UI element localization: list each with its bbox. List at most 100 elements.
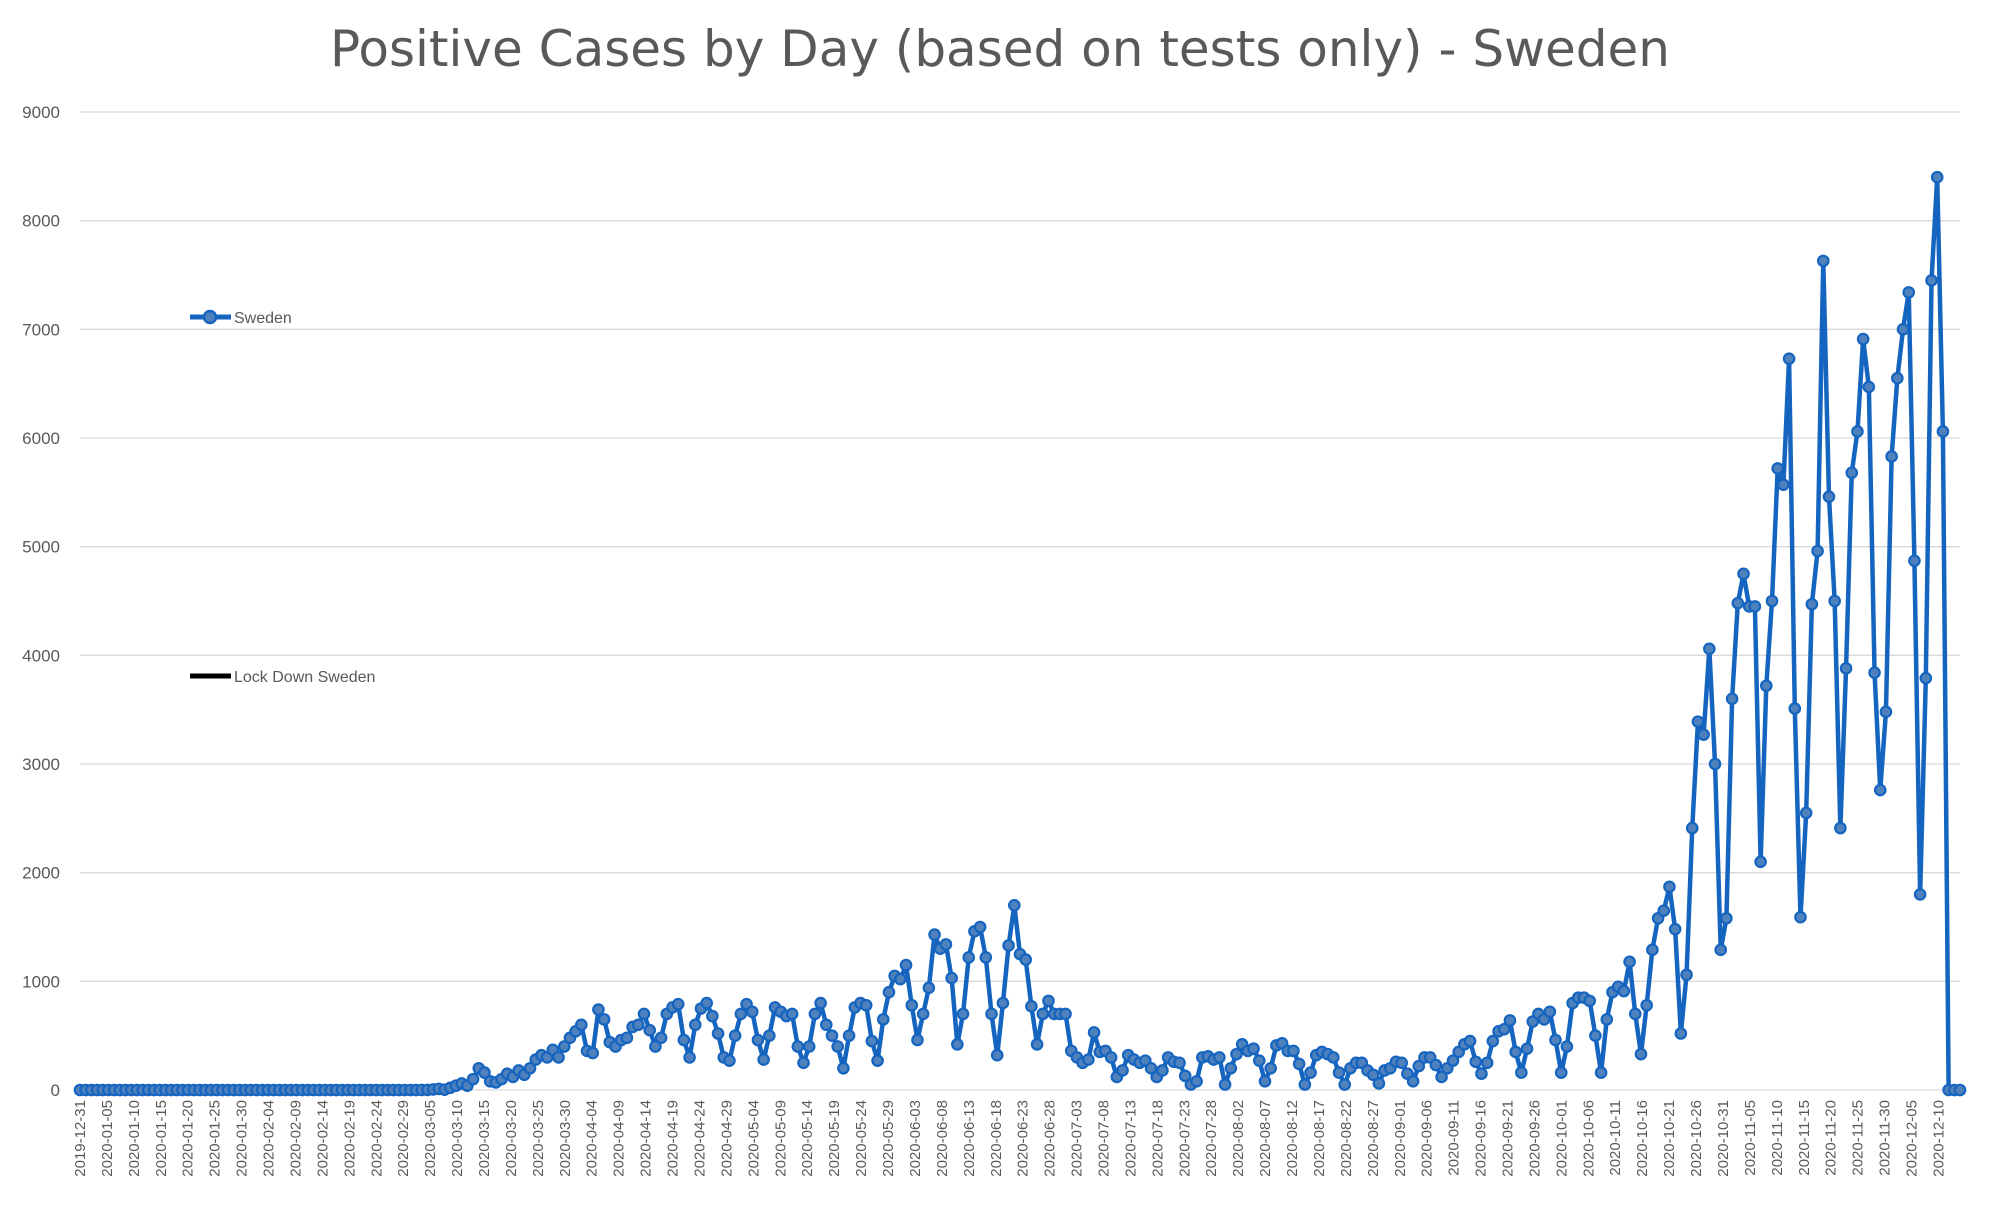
data-point[interactable]	[1600, 1013, 1614, 1026]
data-point[interactable]	[945, 971, 958, 985]
data-point[interactable]	[1737, 567, 1750, 581]
data-point[interactable]	[1703, 642, 1716, 656]
data-point[interactable]	[1224, 1061, 1238, 1075]
data-point[interactable]	[865, 1034, 879, 1048]
data-point[interactable]	[1845, 466, 1859, 480]
data-point[interactable]	[1116, 1064, 1129, 1077]
data-point[interactable]	[643, 1023, 656, 1037]
data-point[interactable]	[1748, 600, 1762, 613]
data-point[interactable]	[1247, 1042, 1260, 1056]
data-point[interactable]	[1953, 1083, 1967, 1097]
data-point[interactable]	[1663, 880, 1676, 894]
data-point[interactable]	[791, 1040, 805, 1053]
data-point[interactable]	[996, 996, 1010, 1010]
data-point[interactable]	[1617, 984, 1631, 998]
data-point[interactable]	[478, 1066, 491, 1079]
data-point[interactable]	[1218, 1078, 1232, 1091]
data-point[interactable]	[1936, 425, 1950, 438]
data-point[interactable]	[1469, 1055, 1483, 1069]
data-point[interactable]	[1515, 1066, 1528, 1079]
data-point[interactable]	[859, 998, 873, 1012]
data-point[interactable]	[956, 1007, 970, 1021]
data-point[interactable]	[1480, 1056, 1494, 1070]
data-point[interactable]	[905, 998, 919, 1012]
data-point[interactable]	[1292, 1057, 1306, 1071]
data-point[interactable]	[922, 981, 936, 995]
data-point[interactable]	[700, 996, 713, 1010]
data-point[interactable]	[1930, 170, 1944, 184]
data-point[interactable]	[962, 951, 976, 964]
data-point[interactable]	[1549, 1033, 1562, 1047]
data-point[interactable]	[1674, 1027, 1688, 1040]
data-point[interactable]	[1025, 1000, 1038, 1013]
data-point[interactable]	[1834, 821, 1847, 835]
data-point[interactable]	[1777, 478, 1790, 492]
data-point[interactable]	[819, 1018, 833, 1032]
data-point[interactable]	[808, 1007, 822, 1021]
data-point[interactable]	[1435, 1070, 1448, 1084]
data-point[interactable]	[1925, 274, 1938, 287]
data-point[interactable]	[1680, 968, 1693, 982]
data-point[interactable]	[871, 1054, 884, 1067]
data-point[interactable]	[757, 1053, 770, 1066]
data-point[interactable]	[1332, 1066, 1346, 1079]
data-point[interactable]	[1190, 1075, 1203, 1088]
data-point[interactable]	[1908, 554, 1921, 568]
data-point[interactable]	[831, 1040, 844, 1053]
data-point[interactable]	[1760, 679, 1773, 693]
data-point[interactable]	[637, 1007, 651, 1021]
data-point[interactable]	[1463, 1034, 1477, 1048]
data-point[interactable]	[842, 1029, 856, 1042]
data-point[interactable]	[466, 1072, 480, 1086]
data-point[interactable]	[592, 1003, 605, 1016]
data-point[interactable]	[837, 1061, 850, 1075]
data-point[interactable]	[882, 985, 896, 999]
data-point[interactable]	[1104, 1051, 1118, 1064]
data-point[interactable]	[1856, 332, 1870, 346]
data-point[interactable]	[1475, 1067, 1488, 1080]
data-point[interactable]	[745, 1005, 759, 1019]
data-point[interactable]	[1509, 1045, 1522, 1059]
data-point[interactable]	[928, 928, 941, 941]
data-point[interactable]	[1714, 943, 1728, 957]
data-point[interactable]	[1634, 1047, 1648, 1061]
data-point[interactable]	[1902, 286, 1916, 299]
data-point[interactable]	[1828, 594, 1841, 608]
data-point[interactable]	[1668, 922, 1682, 936]
data-point[interactable]	[1258, 1075, 1272, 1088]
data-point[interactable]	[1264, 1061, 1277, 1075]
data-point[interactable]	[1623, 955, 1636, 969]
data-point[interactable]	[894, 972, 907, 986]
data-point[interactable]	[1082, 1053, 1095, 1066]
data-point[interactable]	[631, 1018, 645, 1032]
data-point[interactable]	[552, 1051, 565, 1064]
data-point[interactable]	[1873, 783, 1887, 797]
data-point[interactable]	[1919, 671, 1933, 685]
data-point[interactable]	[1156, 1064, 1169, 1077]
data-point[interactable]	[1782, 352, 1796, 365]
data-point[interactable]	[1007, 898, 1021, 912]
data-point[interactable]	[814, 996, 827, 1010]
data-point[interactable]	[1366, 1068, 1380, 1082]
data-point[interactable]	[734, 1007, 748, 1021]
data-point[interactable]	[916, 1007, 930, 1021]
data-point[interactable]	[523, 1061, 537, 1075]
data-point[interactable]	[706, 1009, 719, 1023]
data-point[interactable]	[1862, 380, 1876, 394]
data-point[interactable]	[1851, 425, 1864, 438]
data-point[interactable]	[1059, 1007, 1072, 1021]
data-point[interactable]	[1839, 662, 1853, 675]
data-point[interactable]	[1252, 1054, 1266, 1067]
data-point[interactable]	[1446, 1054, 1460, 1067]
data-point[interactable]	[1372, 1077, 1386, 1090]
data-point[interactable]	[1885, 450, 1898, 463]
data-point[interactable]	[654, 1031, 668, 1045]
data-point[interactable]	[1298, 1078, 1312, 1091]
data-point[interactable]	[899, 958, 913, 972]
data-point[interactable]	[1395, 1056, 1408, 1070]
data-point[interactable]	[751, 1033, 765, 1047]
data-point[interactable]	[1628, 1007, 1642, 1021]
data-point[interactable]	[1708, 757, 1722, 771]
data-point[interactable]	[1583, 994, 1596, 1008]
data-point[interactable]	[763, 1029, 776, 1042]
